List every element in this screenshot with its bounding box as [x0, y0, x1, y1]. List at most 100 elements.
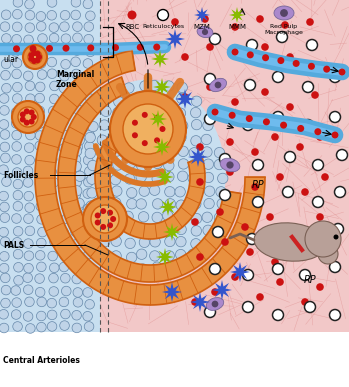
- Circle shape: [178, 146, 188, 156]
- Circle shape: [28, 56, 34, 62]
- Text: MMM: MMM: [228, 24, 246, 30]
- Circle shape: [98, 161, 109, 171]
- Circle shape: [306, 39, 318, 50]
- Circle shape: [280, 226, 290, 238]
- Circle shape: [211, 288, 219, 296]
- Circle shape: [12, 298, 22, 307]
- Circle shape: [99, 95, 110, 106]
- Circle shape: [112, 122, 122, 133]
- Circle shape: [25, 203, 35, 212]
- Circle shape: [164, 146, 174, 156]
- Circle shape: [75, 171, 85, 182]
- Circle shape: [282, 187, 294, 197]
- Circle shape: [86, 201, 96, 211]
- Text: Follicles: Follicles: [3, 171, 38, 180]
- Circle shape: [110, 83, 120, 93]
- Circle shape: [100, 208, 106, 214]
- Circle shape: [48, 251, 58, 261]
- Circle shape: [171, 18, 179, 26]
- Ellipse shape: [254, 223, 326, 261]
- Circle shape: [0, 273, 10, 283]
- Circle shape: [203, 120, 213, 130]
- Circle shape: [312, 159, 324, 171]
- Text: RP: RP: [304, 275, 316, 285]
- Circle shape: [229, 112, 236, 119]
- Circle shape: [256, 293, 264, 301]
- Circle shape: [24, 120, 30, 126]
- Circle shape: [74, 135, 84, 146]
- Circle shape: [291, 228, 299, 236]
- Circle shape: [243, 301, 253, 312]
- Circle shape: [13, 322, 22, 331]
- Circle shape: [60, 10, 70, 20]
- Circle shape: [132, 132, 138, 138]
- Circle shape: [50, 263, 59, 272]
- Polygon shape: [194, 7, 210, 23]
- Circle shape: [211, 301, 218, 307]
- Circle shape: [162, 224, 172, 234]
- Circle shape: [137, 44, 144, 51]
- Circle shape: [12, 168, 22, 177]
- Circle shape: [125, 238, 135, 248]
- Circle shape: [83, 197, 127, 241]
- Circle shape: [336, 149, 348, 161]
- Circle shape: [87, 174, 97, 184]
- Circle shape: [163, 135, 173, 146]
- Circle shape: [132, 120, 138, 126]
- Circle shape: [73, 33, 82, 43]
- Circle shape: [86, 226, 97, 236]
- Circle shape: [71, 263, 80, 272]
- Circle shape: [111, 236, 121, 247]
- Circle shape: [136, 249, 147, 259]
- Circle shape: [25, 130, 35, 140]
- Circle shape: [25, 297, 34, 307]
- Circle shape: [149, 185, 160, 195]
- Circle shape: [47, 322, 57, 331]
- Circle shape: [276, 31, 288, 43]
- Circle shape: [47, 202, 57, 211]
- Circle shape: [23, 106, 32, 115]
- Circle shape: [35, 93, 45, 103]
- Circle shape: [153, 199, 163, 209]
- Circle shape: [85, 70, 95, 79]
- Circle shape: [0, 202, 9, 212]
- Circle shape: [74, 202, 83, 212]
- Circle shape: [296, 143, 304, 151]
- Circle shape: [85, 107, 95, 116]
- Circle shape: [126, 158, 136, 168]
- Circle shape: [125, 108, 136, 119]
- Circle shape: [60, 190, 69, 200]
- Circle shape: [73, 251, 83, 261]
- Circle shape: [245, 79, 255, 91]
- Circle shape: [85, 213, 94, 223]
- Circle shape: [191, 226, 201, 236]
- Circle shape: [110, 175, 121, 185]
- Circle shape: [246, 39, 258, 50]
- Text: RP: RP: [252, 180, 264, 190]
- Circle shape: [20, 111, 26, 118]
- Circle shape: [203, 225, 213, 235]
- Circle shape: [47, 298, 57, 308]
- Circle shape: [97, 199, 107, 210]
- Circle shape: [329, 72, 341, 82]
- Circle shape: [95, 219, 101, 226]
- Circle shape: [176, 200, 186, 211]
- Circle shape: [13, 82, 22, 92]
- Circle shape: [231, 48, 238, 55]
- Circle shape: [206, 43, 214, 51]
- Circle shape: [0, 106, 9, 115]
- Circle shape: [246, 233, 258, 245]
- Circle shape: [71, 57, 80, 67]
- Circle shape: [1, 10, 11, 20]
- Circle shape: [71, 0, 81, 7]
- Circle shape: [60, 240, 69, 249]
- Circle shape: [252, 159, 263, 171]
- Circle shape: [37, 262, 46, 272]
- Circle shape: [0, 130, 10, 139]
- Circle shape: [71, 190, 81, 200]
- Circle shape: [73, 288, 83, 297]
- Circle shape: [72, 274, 82, 284]
- Circle shape: [191, 213, 202, 224]
- Circle shape: [12, 34, 21, 44]
- Circle shape: [72, 130, 81, 140]
